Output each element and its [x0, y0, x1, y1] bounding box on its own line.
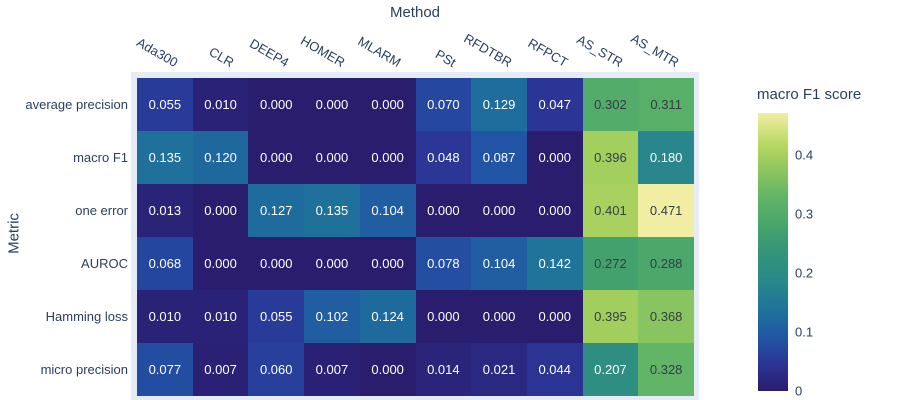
heatmap-cell: 0.104 [359, 184, 416, 237]
heatmap-cell: 0.129 [471, 78, 527, 131]
column-label: HOMER [298, 32, 348, 70]
heatmap-cell: 0.000 [415, 290, 472, 343]
heatmap-cell: 0.047 [526, 78, 583, 131]
heatmap-cell: 0.000 [248, 131, 305, 184]
heatmap-cell: 0.000 [471, 290, 527, 343]
heatmap-cell: 0.180 [638, 131, 694, 184]
column-label: RFPCT [525, 35, 571, 70]
heatmap-cell: 0.127 [248, 184, 305, 237]
heatmap-cell: 0.055 [248, 290, 305, 343]
heatmap-cell: 0.060 [248, 343, 305, 396]
heatmap-cell: 0.010 [192, 290, 249, 343]
heatmap-cell: 0.368 [638, 290, 694, 343]
heatmap-cell: 0.000 [359, 237, 416, 290]
heatmap-cell: 0.401 [582, 184, 639, 237]
colorbar-title: macro F1 score [757, 86, 862, 103]
column-label: AS_MTR [628, 30, 682, 70]
heatmap-cell: 0.302 [582, 78, 639, 131]
column-label: MLARM [354, 33, 404, 70]
colorbar [758, 113, 788, 391]
heatmap-cell: 0.000 [359, 131, 416, 184]
colorbar-tick-label: 0.3 [795, 206, 814, 222]
heatmap-cell: 0.000 [192, 184, 249, 237]
heatmap-cell: 0.078 [415, 237, 472, 290]
row-label: AUROC [81, 255, 128, 271]
heatmap-cell: 0.000 [304, 131, 360, 184]
column-label: Ada300 [134, 34, 181, 70]
heatmap-cell: 0.102 [304, 290, 360, 343]
heatmap-cell: 0.007 [304, 343, 360, 396]
heatmap-cell: 0.007 [192, 343, 249, 396]
heatmap-cell: 0.288 [638, 237, 694, 290]
heatmap-cell: 0.135 [137, 131, 193, 184]
heatmap-cell: 0.471 [638, 184, 694, 237]
column-label: AS_STR [574, 31, 626, 70]
heatmap-cell: 0.014 [415, 343, 472, 396]
heatmap-cell: 0.068 [137, 237, 193, 290]
heatmap-cell: 0.000 [248, 78, 305, 131]
heatmap-cell: 0.048 [415, 131, 472, 184]
heatmap-cell: 0.055 [137, 78, 193, 131]
heatmap-cell: 0.070 [415, 78, 472, 131]
heatmap-cell: 0.000 [304, 237, 360, 290]
heatmap-cell: 0.311 [638, 78, 694, 131]
heatmap-cell: 0.395 [582, 290, 639, 343]
heatmap-cell: 0.000 [304, 78, 360, 131]
heatmap-cell: 0.044 [526, 343, 583, 396]
heatmap-cell: 0.000 [415, 184, 472, 237]
heatmap-cell: 0.000 [471, 184, 527, 237]
row-label: one error [75, 202, 128, 218]
heatmap-cell: 0.104 [471, 237, 527, 290]
row-label: average precision [25, 96, 128, 112]
heatmap-cell: 0.077 [137, 343, 193, 396]
heatmap-cell: 0.000 [526, 184, 583, 237]
heatmap-cell: 0.087 [471, 131, 527, 184]
heatmap-cell: 0.396 [582, 131, 639, 184]
heatmap-cell: 0.135 [304, 184, 360, 237]
column-label: CLR [206, 44, 237, 70]
heatmap-cell: 0.142 [526, 237, 583, 290]
heatmap-cell: 0.272 [582, 237, 639, 290]
heatmap-cell: 0.010 [137, 290, 193, 343]
heatmap-cell: 0.013 [137, 184, 193, 237]
heatmap-cell: 0.207 [582, 343, 639, 396]
heatmap-cell: 0.000 [192, 237, 249, 290]
colorbar-tick-label: 0.4 [795, 147, 814, 163]
heatmap-cell: 0.021 [471, 343, 527, 396]
column-label: DEEP4 [247, 35, 292, 70]
row-label: macro F1 [73, 149, 128, 165]
column-label: PSt [433, 46, 459, 70]
row-label: micro precision [40, 361, 128, 377]
heatmap-cell: 0.000 [526, 290, 583, 343]
colorbar-tick-label: 0.1 [795, 324, 814, 340]
heatmap-cell: 0.000 [248, 237, 305, 290]
heatmap-cell: 0.000 [359, 78, 416, 131]
colorbar-tick-label: 0 [795, 383, 803, 399]
heatmap-grid: 0.055 0.010 0.000 0.000 0.000 0.070 0.129 0.047… [137, 78, 694, 396]
heatmap-cell: 0.000 [526, 131, 583, 184]
row-label: Hamming loss [45, 308, 128, 324]
heatmap-cell: 0.124 [359, 290, 416, 343]
heatmap-cell: 0.120 [192, 131, 249, 184]
heatmap-cell: 0.010 [192, 78, 249, 131]
heatmap-cell: 0.000 [359, 343, 416, 396]
heatmap-cell: 0.328 [638, 343, 694, 396]
x-axis-title: Method [389, 4, 441, 21]
column-label: RFDTBR [461, 30, 515, 70]
colorbar-tick-label: 0.2 [795, 265, 814, 281]
